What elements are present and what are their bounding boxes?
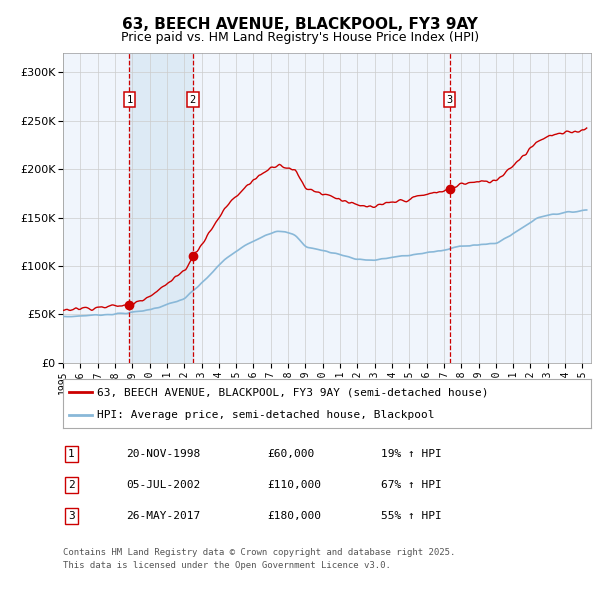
Text: 3: 3 xyxy=(68,511,75,520)
Text: 19% ↑ HPI: 19% ↑ HPI xyxy=(381,450,442,459)
Text: 2: 2 xyxy=(68,480,75,490)
Text: 1: 1 xyxy=(126,94,133,104)
Text: HPI: Average price, semi-detached house, Blackpool: HPI: Average price, semi-detached house,… xyxy=(97,409,435,419)
Text: 1: 1 xyxy=(68,450,75,459)
Text: Price paid vs. HM Land Registry's House Price Index (HPI): Price paid vs. HM Land Registry's House … xyxy=(121,31,479,44)
Text: £60,000: £60,000 xyxy=(267,450,314,459)
Text: 63, BEECH AVENUE, BLACKPOOL, FY3 9AY: 63, BEECH AVENUE, BLACKPOOL, FY3 9AY xyxy=(122,17,478,31)
Text: 3: 3 xyxy=(446,94,453,104)
Text: 20-NOV-1998: 20-NOV-1998 xyxy=(126,450,200,459)
Text: This data is licensed under the Open Government Licence v3.0.: This data is licensed under the Open Gov… xyxy=(63,560,391,569)
Text: £180,000: £180,000 xyxy=(267,511,321,520)
Text: £110,000: £110,000 xyxy=(267,480,321,490)
Bar xyxy=(130,53,193,363)
Text: Contains HM Land Registry data © Crown copyright and database right 2025.: Contains HM Land Registry data © Crown c… xyxy=(63,548,455,556)
Text: 55% ↑ HPI: 55% ↑ HPI xyxy=(381,511,442,520)
Text: 63, BEECH AVENUE, BLACKPOOL, FY3 9AY (semi-detached house): 63, BEECH AVENUE, BLACKPOOL, FY3 9AY (se… xyxy=(97,388,489,398)
Text: 05-JUL-2002: 05-JUL-2002 xyxy=(126,480,200,490)
Text: 26-MAY-2017: 26-MAY-2017 xyxy=(126,511,200,520)
Text: 2: 2 xyxy=(190,94,196,104)
Text: 67% ↑ HPI: 67% ↑ HPI xyxy=(381,480,442,490)
